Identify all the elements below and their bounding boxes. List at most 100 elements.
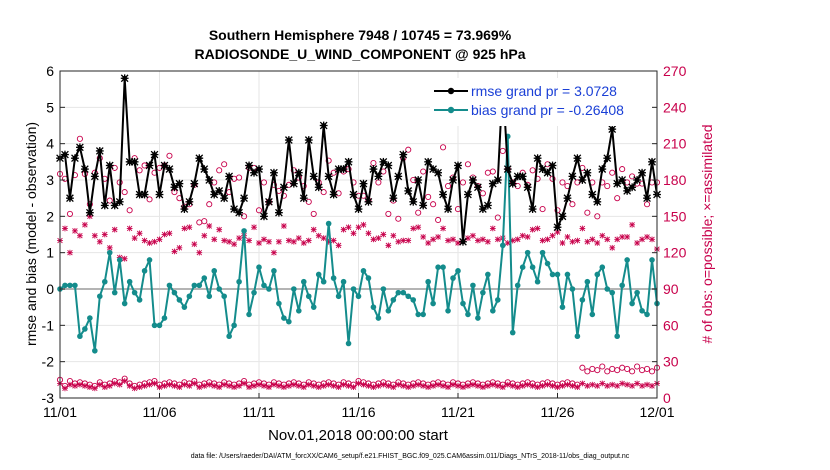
- bias-point: [390, 297, 397, 303]
- rmse-point: [613, 179, 622, 188]
- obs-upper-assimilated-marker: [489, 225, 496, 232]
- obs-upper-possible-marker: [544, 161, 551, 168]
- obs-upper-assimilated-marker: [161, 231, 168, 238]
- obs-upper-possible-marker: [106, 197, 113, 204]
- bias-point: [97, 293, 103, 300]
- obs-upper-assimilated-marker: [360, 221, 367, 228]
- obs-assimilated-marker: [305, 381, 312, 388]
- bias-point: [206, 293, 213, 300]
- rmse-point: [80, 165, 89, 174]
- bottom-tick-label: 11/11: [243, 404, 276, 420]
- obs-possible-marker: [594, 367, 601, 374]
- obs-upper-assimilated-marker: [221, 237, 228, 244]
- obs-assimilated-marker: [226, 383, 233, 389]
- obs-upper-assimilated-marker: [305, 237, 312, 244]
- rmse-point: [508, 179, 517, 188]
- legend-rmse-marker: [447, 87, 455, 95]
- obs-possible-marker: [624, 365, 631, 372]
- bias-point: [370, 304, 377, 310]
- obs-upper-assimilated-marker: [181, 225, 188, 232]
- rmse-point: [454, 161, 462, 170]
- obs-assimilated-marker: [365, 383, 372, 389]
- rmse-point: [473, 183, 482, 192]
- obs-upper-possible-marker: [305, 198, 312, 205]
- bias-point: [345, 340, 352, 347]
- obs-assimilated-marker: [544, 381, 551, 388]
- obs-assimilated-marker: [325, 381, 332, 388]
- obs-upper-assimilated-marker: [131, 235, 138, 242]
- bias-point: [176, 297, 183, 303]
- legend-rmse-text: rmse grand pr = 3.0728: [471, 83, 617, 99]
- obs-upper-assimilated-marker: [330, 237, 337, 244]
- rmse-point: [314, 183, 323, 192]
- obs-upper-assimilated-marker: [226, 238, 233, 245]
- obs-assimilated-marker: [176, 384, 183, 390]
- obs-upper-assimilated-marker: [96, 238, 103, 245]
- obs-upper-assimilated-marker: [121, 255, 128, 262]
- rmse-point: [593, 197, 602, 206]
- obs-upper-assimilated-marker: [256, 240, 262, 246]
- obs-upper-assimilated-marker: [176, 244, 183, 251]
- obs-upper-possible-marker: [325, 157, 332, 164]
- obs-upper-assimilated-marker: [599, 232, 606, 239]
- rmse-point: [190, 179, 199, 188]
- obs-assimilated-marker: [470, 381, 476, 388]
- bias-point: [400, 289, 407, 296]
- bias-point: [315, 271, 322, 278]
- bias-point: [534, 278, 541, 285]
- obs-upper-assimilated-marker: [380, 231, 387, 238]
- obs-assimilated-marker: [310, 383, 317, 389]
- obs-assimilated-marker: [355, 380, 362, 387]
- bias-point: [310, 304, 317, 310]
- obs-upper-possible-marker: [206, 201, 213, 208]
- bias-point: [92, 347, 98, 354]
- rmse-point: [220, 194, 229, 203]
- obs-assimilated-marker: [509, 383, 516, 389]
- left-axis-ticks: 6 5 4 3 2 1 0 -1 -2 -3: [42, 63, 65, 406]
- obs-upper-assimilated-marker: [67, 249, 73, 256]
- obs-upper-assimilated-marker: [400, 237, 407, 244]
- obs-upper-assimilated-marker: [355, 224, 362, 231]
- obs-possible-marker: [648, 368, 656, 375]
- obs-upper-assimilated-marker: [634, 240, 640, 246]
- obs-upper-assimilated-marker: [276, 238, 282, 245]
- obs-assimilated-marker: [290, 381, 297, 388]
- obs-upper-possible-marker: [489, 168, 496, 175]
- obs-assimilated-marker: [126, 383, 133, 389]
- bias-point: [604, 286, 611, 292]
- obs-assimilated-marker: [131, 385, 138, 392]
- bias-point: [470, 282, 476, 289]
- bias-point: [106, 249, 113, 256]
- chart-title-line2: RADIOSONDE_U_WIND_COMPONENT @ 925 hPa: [194, 46, 525, 62]
- obs-possible-marker: [614, 367, 621, 374]
- obs-upper-possible-marker: [425, 193, 432, 201]
- bias-point: [87, 315, 93, 321]
- obs-assimilated-marker: [300, 384, 307, 390]
- obs-upper-assimilated-marker: [559, 240, 566, 246]
- bias-point: [325, 220, 332, 227]
- obs-assimilated-marker: [599, 380, 606, 387]
- rmse-point: [538, 165, 547, 174]
- bias-point: [579, 297, 586, 303]
- obs-upper-assimilated-marker: [81, 221, 88, 228]
- rmse-point: [344, 157, 353, 166]
- rmse-point: [200, 165, 209, 174]
- obs-upper-possible-marker: [121, 189, 128, 196]
- rmse-point: [185, 197, 194, 206]
- rmse-point: [255, 165, 263, 174]
- right-tick-label: 30: [663, 354, 679, 370]
- rmse-point: [379, 157, 388, 166]
- obs-upper-assimilated-marker: [206, 223, 213, 229]
- bias-point: [151, 322, 158, 329]
- obs-upper-assimilated-marker: [191, 241, 198, 248]
- obs-upper-assimilated-marker: [554, 229, 561, 235]
- rmse-point: [414, 176, 423, 184]
- obs-upper-assimilated-marker: [574, 237, 581, 244]
- rmse-point: [638, 168, 646, 177]
- obs-upper-assimilated-marker: [285, 237, 292, 244]
- bias-point: [569, 286, 576, 292]
- obs-upper-assimilated-marker: [639, 236, 645, 243]
- left-tick-label: 0: [46, 281, 54, 297]
- obs-upper-possible-marker: [604, 183, 611, 190]
- obs-assimilated-marker: [181, 381, 188, 388]
